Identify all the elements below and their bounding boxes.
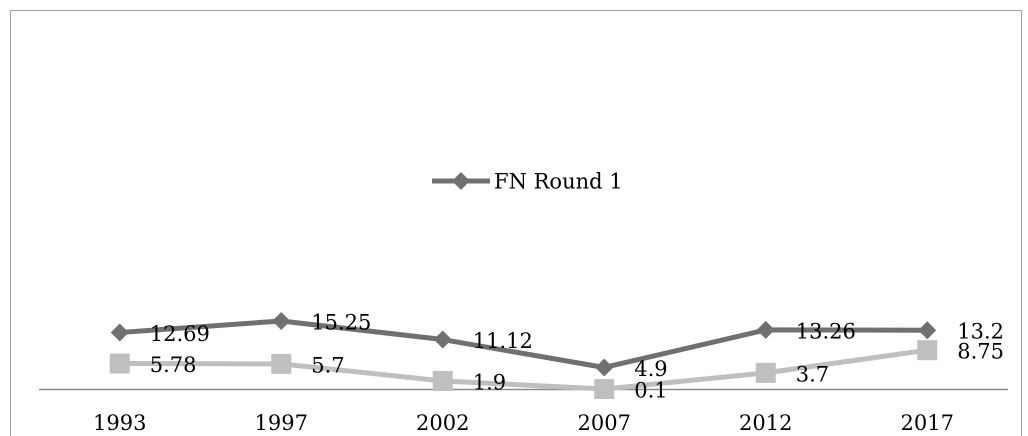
x-tick-label: 2017	[901, 411, 954, 435]
data-label: 4.9	[634, 357, 667, 381]
data-point	[755, 362, 776, 383]
data-point	[109, 353, 130, 374]
series-line	[119, 318, 928, 370]
data-label: 5.7	[311, 353, 344, 377]
data-label: 11.12	[473, 329, 533, 353]
data-label: 8.75	[957, 340, 1004, 364]
data-point	[595, 358, 614, 377]
data-point	[271, 353, 292, 374]
data-label: 12.69	[150, 322, 210, 346]
data-point	[433, 330, 452, 349]
x-tick-label: 2002	[416, 411, 469, 435]
x-tick-label: 2012	[739, 411, 792, 435]
data-point	[917, 340, 938, 361]
legend-label: FN Round 1	[494, 170, 623, 194]
chart-border	[10, 10, 1022, 436]
data-point	[918, 321, 937, 340]
series-line	[119, 347, 928, 392]
data-point	[110, 323, 129, 342]
data-point	[432, 370, 453, 391]
data-label: 3.7	[796, 362, 829, 386]
data-label: 15.25	[311, 310, 371, 334]
legend-marker	[452, 172, 470, 190]
data-label: 5.78	[150, 353, 197, 377]
data-label: 13.2	[957, 320, 1004, 344]
data-point	[756, 320, 775, 339]
data-point	[272, 311, 291, 330]
x-tick-label: 1997	[255, 411, 308, 435]
data-label: 13.26	[796, 319, 856, 343]
data-label: 1.9	[473, 370, 506, 394]
x-tick-label: 1993	[93, 411, 146, 435]
data-point	[594, 379, 615, 400]
x-tick-label: 2007	[578, 411, 631, 435]
data-label: 0.1	[634, 379, 667, 403]
